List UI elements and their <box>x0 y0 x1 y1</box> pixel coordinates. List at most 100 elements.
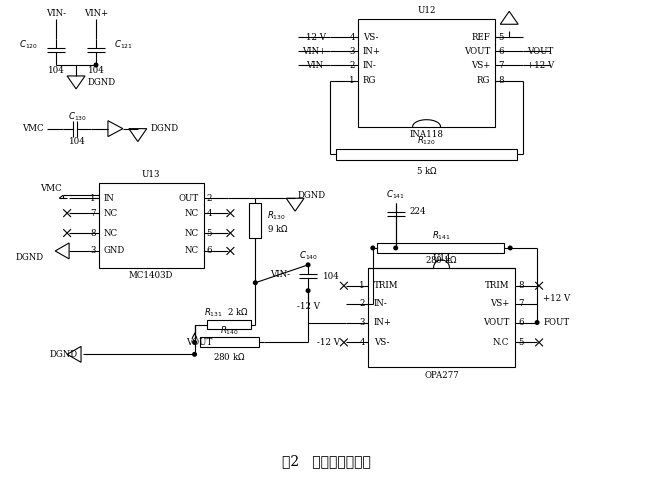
Text: DGND: DGND <box>15 253 43 263</box>
Text: VOUT: VOUT <box>483 318 509 327</box>
Text: 6: 6 <box>498 47 504 56</box>
Text: -12 V: -12 V <box>297 302 319 311</box>
Text: VIN-: VIN- <box>46 9 66 18</box>
Text: VMC: VMC <box>40 184 62 193</box>
Text: IN+: IN+ <box>363 47 381 56</box>
Text: 104: 104 <box>87 67 104 75</box>
Text: 5: 5 <box>207 228 212 238</box>
Circle shape <box>193 352 196 356</box>
Circle shape <box>193 341 196 344</box>
Text: DGND: DGND <box>151 124 179 133</box>
Text: TRIM: TRIM <box>484 281 509 290</box>
Text: DGND: DGND <box>49 350 77 359</box>
Text: U12: U12 <box>417 6 436 15</box>
Text: +12 V: +12 V <box>543 294 570 303</box>
Text: VIN-: VIN- <box>306 60 326 70</box>
Text: NC: NC <box>185 209 199 217</box>
Text: IN-: IN- <box>363 60 377 70</box>
Bar <box>368 268 515 367</box>
Bar <box>207 320 251 329</box>
Bar <box>336 148 517 160</box>
Circle shape <box>371 246 375 250</box>
Text: OPA277: OPA277 <box>424 371 459 380</box>
Text: $R_{140}$: $R_{140}$ <box>220 324 239 337</box>
Bar <box>377 243 504 253</box>
Text: VOUT: VOUT <box>527 47 554 56</box>
Text: INA118: INA118 <box>409 130 443 139</box>
Text: $C_{130}$: $C_{130}$ <box>68 110 87 123</box>
Text: 3: 3 <box>91 246 96 255</box>
Text: 104: 104 <box>323 272 340 281</box>
Text: -12 V: -12 V <box>303 33 326 42</box>
Text: VIN+: VIN+ <box>302 47 326 56</box>
Text: VS+: VS+ <box>471 60 490 70</box>
Text: 4: 4 <box>207 209 212 217</box>
Text: 3: 3 <box>349 47 355 56</box>
Text: NC: NC <box>185 228 199 238</box>
Text: RG: RG <box>363 76 376 85</box>
Text: NC: NC <box>104 228 118 238</box>
Circle shape <box>306 289 310 292</box>
Bar <box>249 203 261 238</box>
Text: 5 k$\Omega$: 5 k$\Omega$ <box>416 165 437 176</box>
Text: IN+: IN+ <box>374 318 392 327</box>
Text: IN-: IN- <box>374 299 387 308</box>
Text: $R_{130}$: $R_{130}$ <box>267 210 286 222</box>
Text: $C_{140}$: $C_{140}$ <box>299 250 318 262</box>
Text: 1: 1 <box>359 281 365 290</box>
Text: 7: 7 <box>498 60 504 70</box>
Bar <box>99 183 203 268</box>
Text: 8: 8 <box>518 281 524 290</box>
Text: VOUT: VOUT <box>464 47 490 56</box>
Text: 8: 8 <box>91 228 96 238</box>
Circle shape <box>94 63 98 67</box>
Text: 104: 104 <box>68 137 85 146</box>
Text: NC: NC <box>104 209 118 217</box>
Text: U14: U14 <box>432 254 451 264</box>
Text: MC1403D: MC1403D <box>128 271 173 280</box>
Text: 1: 1 <box>349 76 355 85</box>
Text: 8: 8 <box>498 76 504 85</box>
Text: FOUT: FOUT <box>543 318 569 327</box>
Text: U13: U13 <box>141 170 160 179</box>
Text: VIN-: VIN- <box>270 270 290 279</box>
Circle shape <box>394 246 398 250</box>
Text: 280 k$\Omega$: 280 k$\Omega$ <box>425 254 458 265</box>
Text: VIN+: VIN+ <box>84 9 108 18</box>
Text: VS-: VS- <box>374 338 389 347</box>
Text: $R_{131}$  2 k$\Omega$: $R_{131}$ 2 k$\Omega$ <box>204 306 249 319</box>
Text: $C_{141}$: $C_{141}$ <box>386 188 405 201</box>
Text: 4: 4 <box>359 338 365 347</box>
Text: 224: 224 <box>409 207 426 216</box>
Text: 280 k$\Omega$: 280 k$\Omega$ <box>213 351 246 362</box>
Text: 7: 7 <box>518 299 524 308</box>
Text: 2: 2 <box>207 194 212 203</box>
Text: VS+: VS+ <box>490 299 509 308</box>
Text: VOUT: VOUT <box>186 338 213 347</box>
Text: 2: 2 <box>349 60 355 70</box>
Text: $R_{120}$: $R_{120}$ <box>417 134 436 147</box>
Text: 6: 6 <box>207 246 212 255</box>
Circle shape <box>306 263 310 267</box>
Text: DGND: DGND <box>297 191 325 200</box>
Text: 104: 104 <box>48 67 65 75</box>
Text: 3: 3 <box>359 318 365 327</box>
Text: 7: 7 <box>91 209 96 217</box>
Text: TRIM: TRIM <box>374 281 398 290</box>
Text: GND: GND <box>104 246 125 255</box>
Text: 2: 2 <box>359 299 365 308</box>
Text: $C_{121}$: $C_{121}$ <box>114 39 133 51</box>
Text: $R_{141}$: $R_{141}$ <box>432 230 451 242</box>
Text: N.C: N.C <box>493 338 509 347</box>
Text: REF: REF <box>471 33 490 42</box>
Text: 1: 1 <box>91 194 96 203</box>
Text: 6: 6 <box>518 318 524 327</box>
Text: -12 V: -12 V <box>317 338 340 347</box>
Bar <box>358 19 496 127</box>
Circle shape <box>254 281 257 285</box>
Text: VMC: VMC <box>22 124 44 133</box>
Circle shape <box>509 246 512 250</box>
Text: +12 V: +12 V <box>527 60 554 70</box>
Text: OUT: OUT <box>178 194 199 203</box>
Text: 5: 5 <box>498 33 504 42</box>
